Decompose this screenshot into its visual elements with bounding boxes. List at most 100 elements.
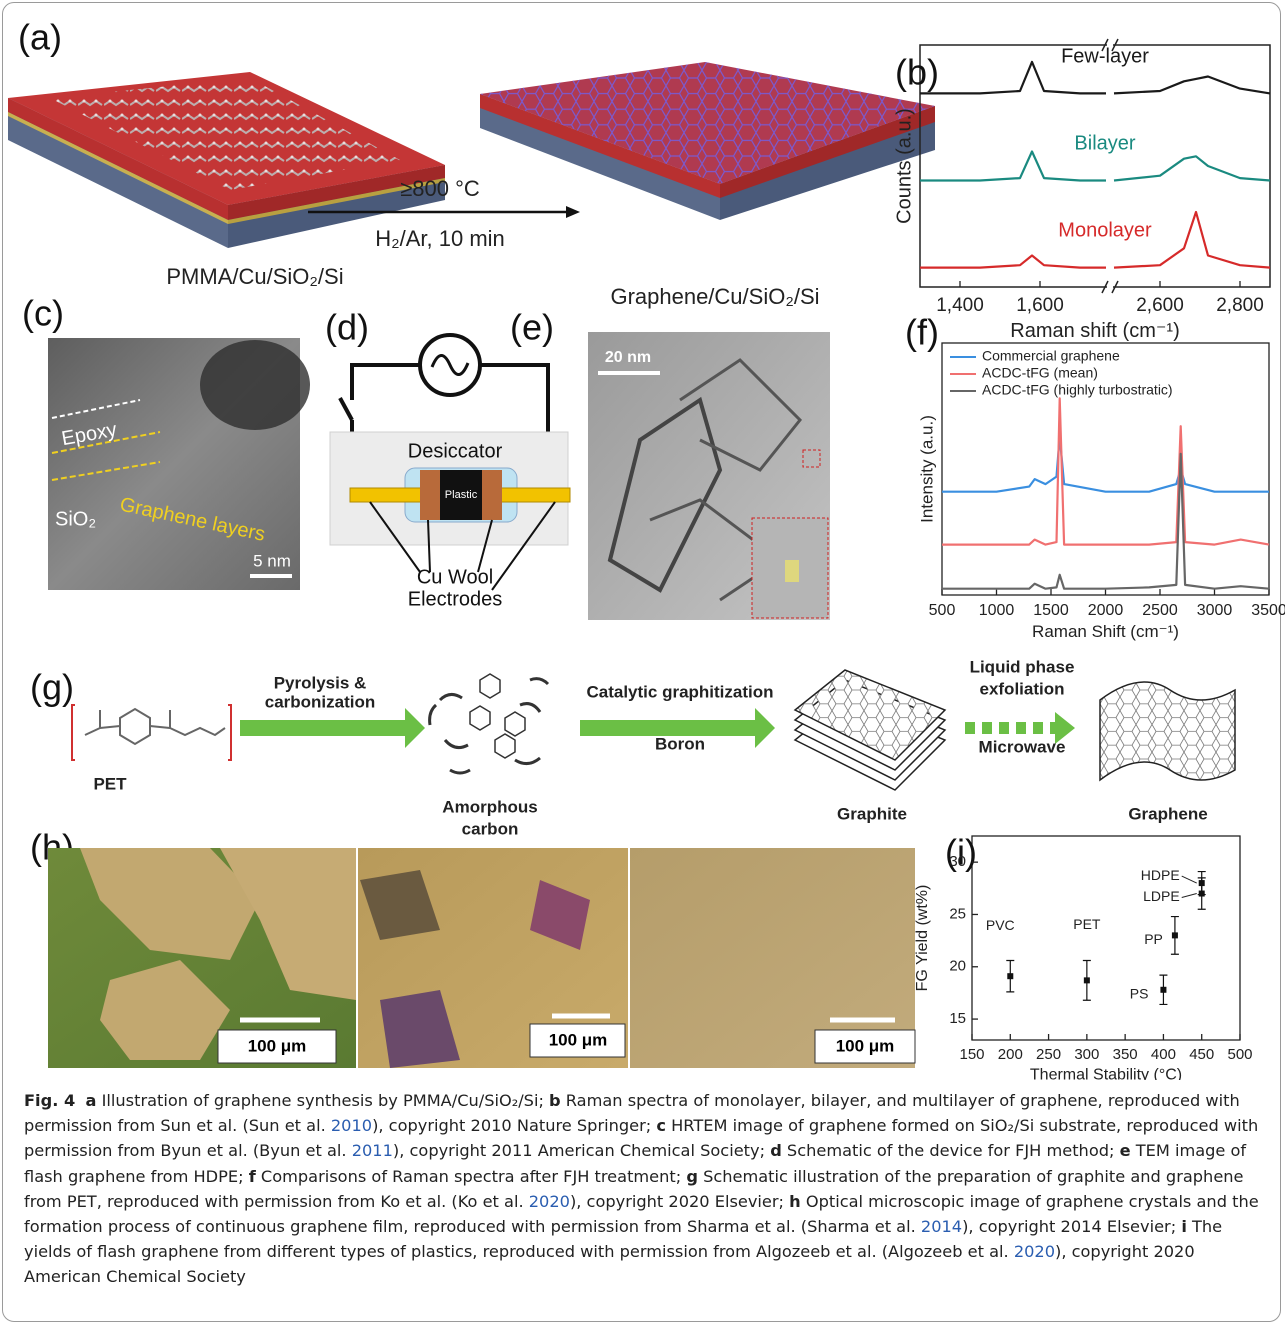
caption-label: a xyxy=(86,1091,97,1110)
legend-label: Commercial graphene xyxy=(982,348,1120,364)
panel-label: (f) xyxy=(905,312,939,353)
x-tick-label: 500 xyxy=(929,602,956,619)
point-label: PP xyxy=(1144,931,1163,947)
spectrum-line xyxy=(942,454,1269,589)
citation-link[interactable]: 2020 xyxy=(529,1192,570,1211)
caption-text: ), copyright 2011 American Chemical Soci… xyxy=(393,1141,770,1160)
series-label: Monolayer xyxy=(1058,220,1152,242)
page: {"chart_data": [ {"type": "line", "panel… xyxy=(0,0,1285,1326)
step: Pyrolysis & xyxy=(274,673,367,692)
citation-link[interactable]: 2010 xyxy=(331,1116,372,1135)
label: PET xyxy=(93,774,127,793)
caption-text: ), copyright 2014 Elsevier; xyxy=(962,1217,1181,1236)
x-tick-label: 1,600 xyxy=(1016,295,1064,316)
citation-link[interactable]: 2014 xyxy=(921,1217,962,1236)
step: exfoliation xyxy=(979,679,1064,698)
label-pointer xyxy=(1182,876,1197,883)
y-tick-label: 15 xyxy=(949,1010,966,1027)
series-label: Bilayer xyxy=(1074,133,1135,155)
x-tick-label: 1000 xyxy=(979,602,1015,619)
x-tick-label: 500 xyxy=(1227,1046,1252,1063)
axis-frame xyxy=(972,836,1240,1040)
label: Amorphous xyxy=(442,797,537,816)
panel-d: (d) Desiccator Plastic Cu Wool Electrode… xyxy=(325,307,570,611)
arrowhead xyxy=(405,708,425,748)
bond xyxy=(85,710,225,735)
data-point xyxy=(1199,880,1205,886)
arrowhead xyxy=(755,708,775,748)
x-tick-label: 2,600 xyxy=(1136,295,1184,316)
caption-label: Fig. 4 xyxy=(24,1091,75,1110)
label: carbon xyxy=(462,819,519,838)
panel-label: (a) xyxy=(18,17,62,58)
annotation: Cu Wool xyxy=(417,566,493,588)
step: Catalytic graphitization xyxy=(586,682,773,701)
annotation: SiO₂ xyxy=(55,508,96,530)
caption-text: Comparisons of Raman spectra after FJH t… xyxy=(256,1167,687,1186)
x-axis-label: Raman shift (cm⁻¹) xyxy=(1010,320,1179,342)
scale-label: 100 μm xyxy=(836,1036,895,1055)
arrowhead xyxy=(566,206,580,218)
panel-g: (g) PET Pyrolysis & carbonization Amorph… xyxy=(30,657,1235,838)
condition: ≥800 °C xyxy=(400,176,480,201)
switch xyxy=(340,398,352,420)
caption-label: e xyxy=(1120,1141,1131,1160)
x-tick-label: 300 xyxy=(1074,1046,1099,1063)
scale-label: 100 μm xyxy=(248,1036,307,1055)
caption: Fig. 4 a Illustration of graphene synthe… xyxy=(24,1088,1264,1290)
step: Boron xyxy=(655,734,705,753)
caption-label: h xyxy=(789,1192,801,1211)
point-label: PET xyxy=(1073,916,1101,932)
caption-text: Schematic of the device for FJH method; xyxy=(782,1141,1120,1160)
x-tick-label: 400 xyxy=(1151,1046,1176,1063)
caption-text: Illustration of graphene synthesis by PM… xyxy=(96,1091,549,1110)
graphene-sheet xyxy=(1100,682,1235,780)
panel-h: (h) 100 μm 100 μm 100 μm xyxy=(30,827,915,1068)
x-tick-label: 350 xyxy=(1113,1046,1138,1063)
data-point xyxy=(1160,987,1166,993)
scale-label: 5 nm xyxy=(253,551,291,570)
label-pointer xyxy=(1182,894,1197,898)
axis-break xyxy=(1102,281,1118,293)
caption-label: f xyxy=(249,1167,256,1186)
y-axis-label: FG Yield (wt%) xyxy=(914,885,931,992)
y-tick-label: 20 xyxy=(949,958,966,975)
arrow xyxy=(240,720,405,736)
citation-link[interactable]: 2020 xyxy=(1014,1242,1055,1261)
panel-a: (a) ≥800 °C H₂/Ar, 10 min PMMA/Cu/SiO₂/S… xyxy=(8,17,935,309)
x-axis-label: Thermal Stability (°C) xyxy=(1030,1066,1182,1080)
y-axis-label: Counts (a.u.) xyxy=(893,108,915,224)
amorphous-carbon xyxy=(430,674,548,773)
y-tick-label: 25 xyxy=(949,905,966,922)
inset-highlight xyxy=(785,560,799,582)
axis-frame xyxy=(920,45,1270,287)
y-tick-label: 30 xyxy=(949,853,966,870)
point-label: LDPE xyxy=(1143,888,1180,904)
x-tick-label: 3000 xyxy=(1197,602,1233,619)
panel-label: (c) xyxy=(22,293,64,334)
legend-label: ACDC-tFG (mean) xyxy=(982,365,1098,381)
point-label: HDPE xyxy=(1141,867,1180,883)
x-tick-label: 450 xyxy=(1189,1046,1214,1063)
caption-label: g xyxy=(686,1167,698,1186)
x-tick-label: 2,800 xyxy=(1216,295,1264,316)
label: Graphite xyxy=(837,804,907,823)
dark-region xyxy=(200,340,310,430)
sample-label: PMMA/Cu/SiO₂/Si xyxy=(166,264,343,289)
condition: H₂/Ar, 10 min xyxy=(375,226,505,251)
y-axis-label: Intensity (a.u.) xyxy=(917,415,936,523)
panel-label: (b) xyxy=(895,52,939,93)
graphite-stack xyxy=(795,670,945,790)
x-axis-label: Raman Shift (cm⁻¹) xyxy=(1032,622,1179,641)
chart: (b)1,4001,6002,6002,800Raman shift (cm⁻¹… xyxy=(893,39,1270,342)
x-tick-label: 3500 xyxy=(1251,602,1285,619)
spectrum-line xyxy=(942,436,1269,492)
step: Microwave xyxy=(979,737,1066,756)
sample-label: Graphene/Cu/SiO₂/Si xyxy=(610,284,819,309)
citation-link[interactable]: 2011 xyxy=(352,1141,393,1160)
panel-label: (e) xyxy=(510,307,554,348)
x-tick-label: 1500 xyxy=(1033,602,1069,619)
data-point xyxy=(1084,977,1090,983)
caption-text: ), copyright 2020 Elsevier; xyxy=(570,1192,789,1211)
